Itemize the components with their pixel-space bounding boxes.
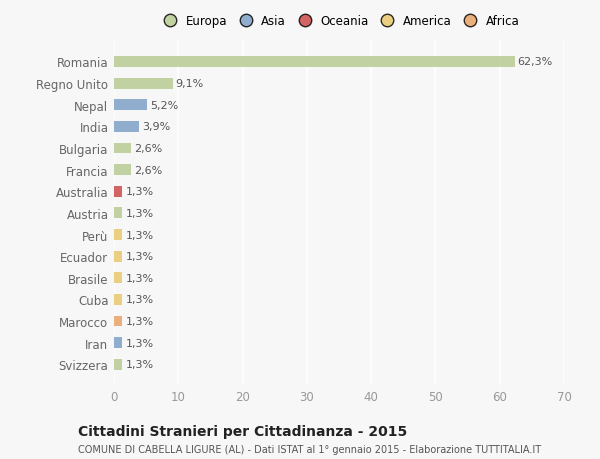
Bar — [114, 251, 122, 262]
Text: 1,3%: 1,3% — [125, 295, 154, 305]
Text: 1,3%: 1,3% — [125, 252, 154, 262]
Bar — [114, 186, 122, 197]
Bar — [114, 208, 122, 219]
Text: 1,3%: 1,3% — [125, 230, 154, 240]
Bar — [114, 122, 139, 133]
Legend: Europa, Asia, Oceania, America, Africa: Europa, Asia, Oceania, America, Africa — [156, 13, 522, 30]
Text: 1,3%: 1,3% — [125, 316, 154, 326]
Text: 3,9%: 3,9% — [142, 122, 170, 132]
Text: 9,1%: 9,1% — [176, 79, 204, 89]
Text: 62,3%: 62,3% — [518, 57, 553, 67]
Text: 1,3%: 1,3% — [125, 338, 154, 348]
Bar — [114, 78, 173, 90]
Text: 2,6%: 2,6% — [134, 144, 162, 154]
Bar — [114, 165, 131, 176]
Text: 1,3%: 1,3% — [125, 187, 154, 197]
Bar — [114, 294, 122, 305]
Bar — [114, 100, 148, 111]
Text: 1,3%: 1,3% — [125, 208, 154, 218]
Text: 5,2%: 5,2% — [151, 101, 179, 111]
Bar — [114, 337, 122, 348]
Text: 1,3%: 1,3% — [125, 273, 154, 283]
Text: 2,6%: 2,6% — [134, 165, 162, 175]
Bar — [114, 230, 122, 241]
Bar — [114, 57, 515, 68]
Bar — [114, 316, 122, 327]
Text: COMUNE DI CABELLA LIGURE (AL) - Dati ISTAT al 1° gennaio 2015 - Elaborazione TUT: COMUNE DI CABELLA LIGURE (AL) - Dati IST… — [78, 444, 541, 454]
Bar — [114, 273, 122, 284]
Text: 1,3%: 1,3% — [125, 359, 154, 369]
Bar — [114, 359, 122, 370]
Bar — [114, 143, 131, 154]
Text: Cittadini Stranieri per Cittadinanza - 2015: Cittadini Stranieri per Cittadinanza - 2… — [78, 425, 407, 438]
